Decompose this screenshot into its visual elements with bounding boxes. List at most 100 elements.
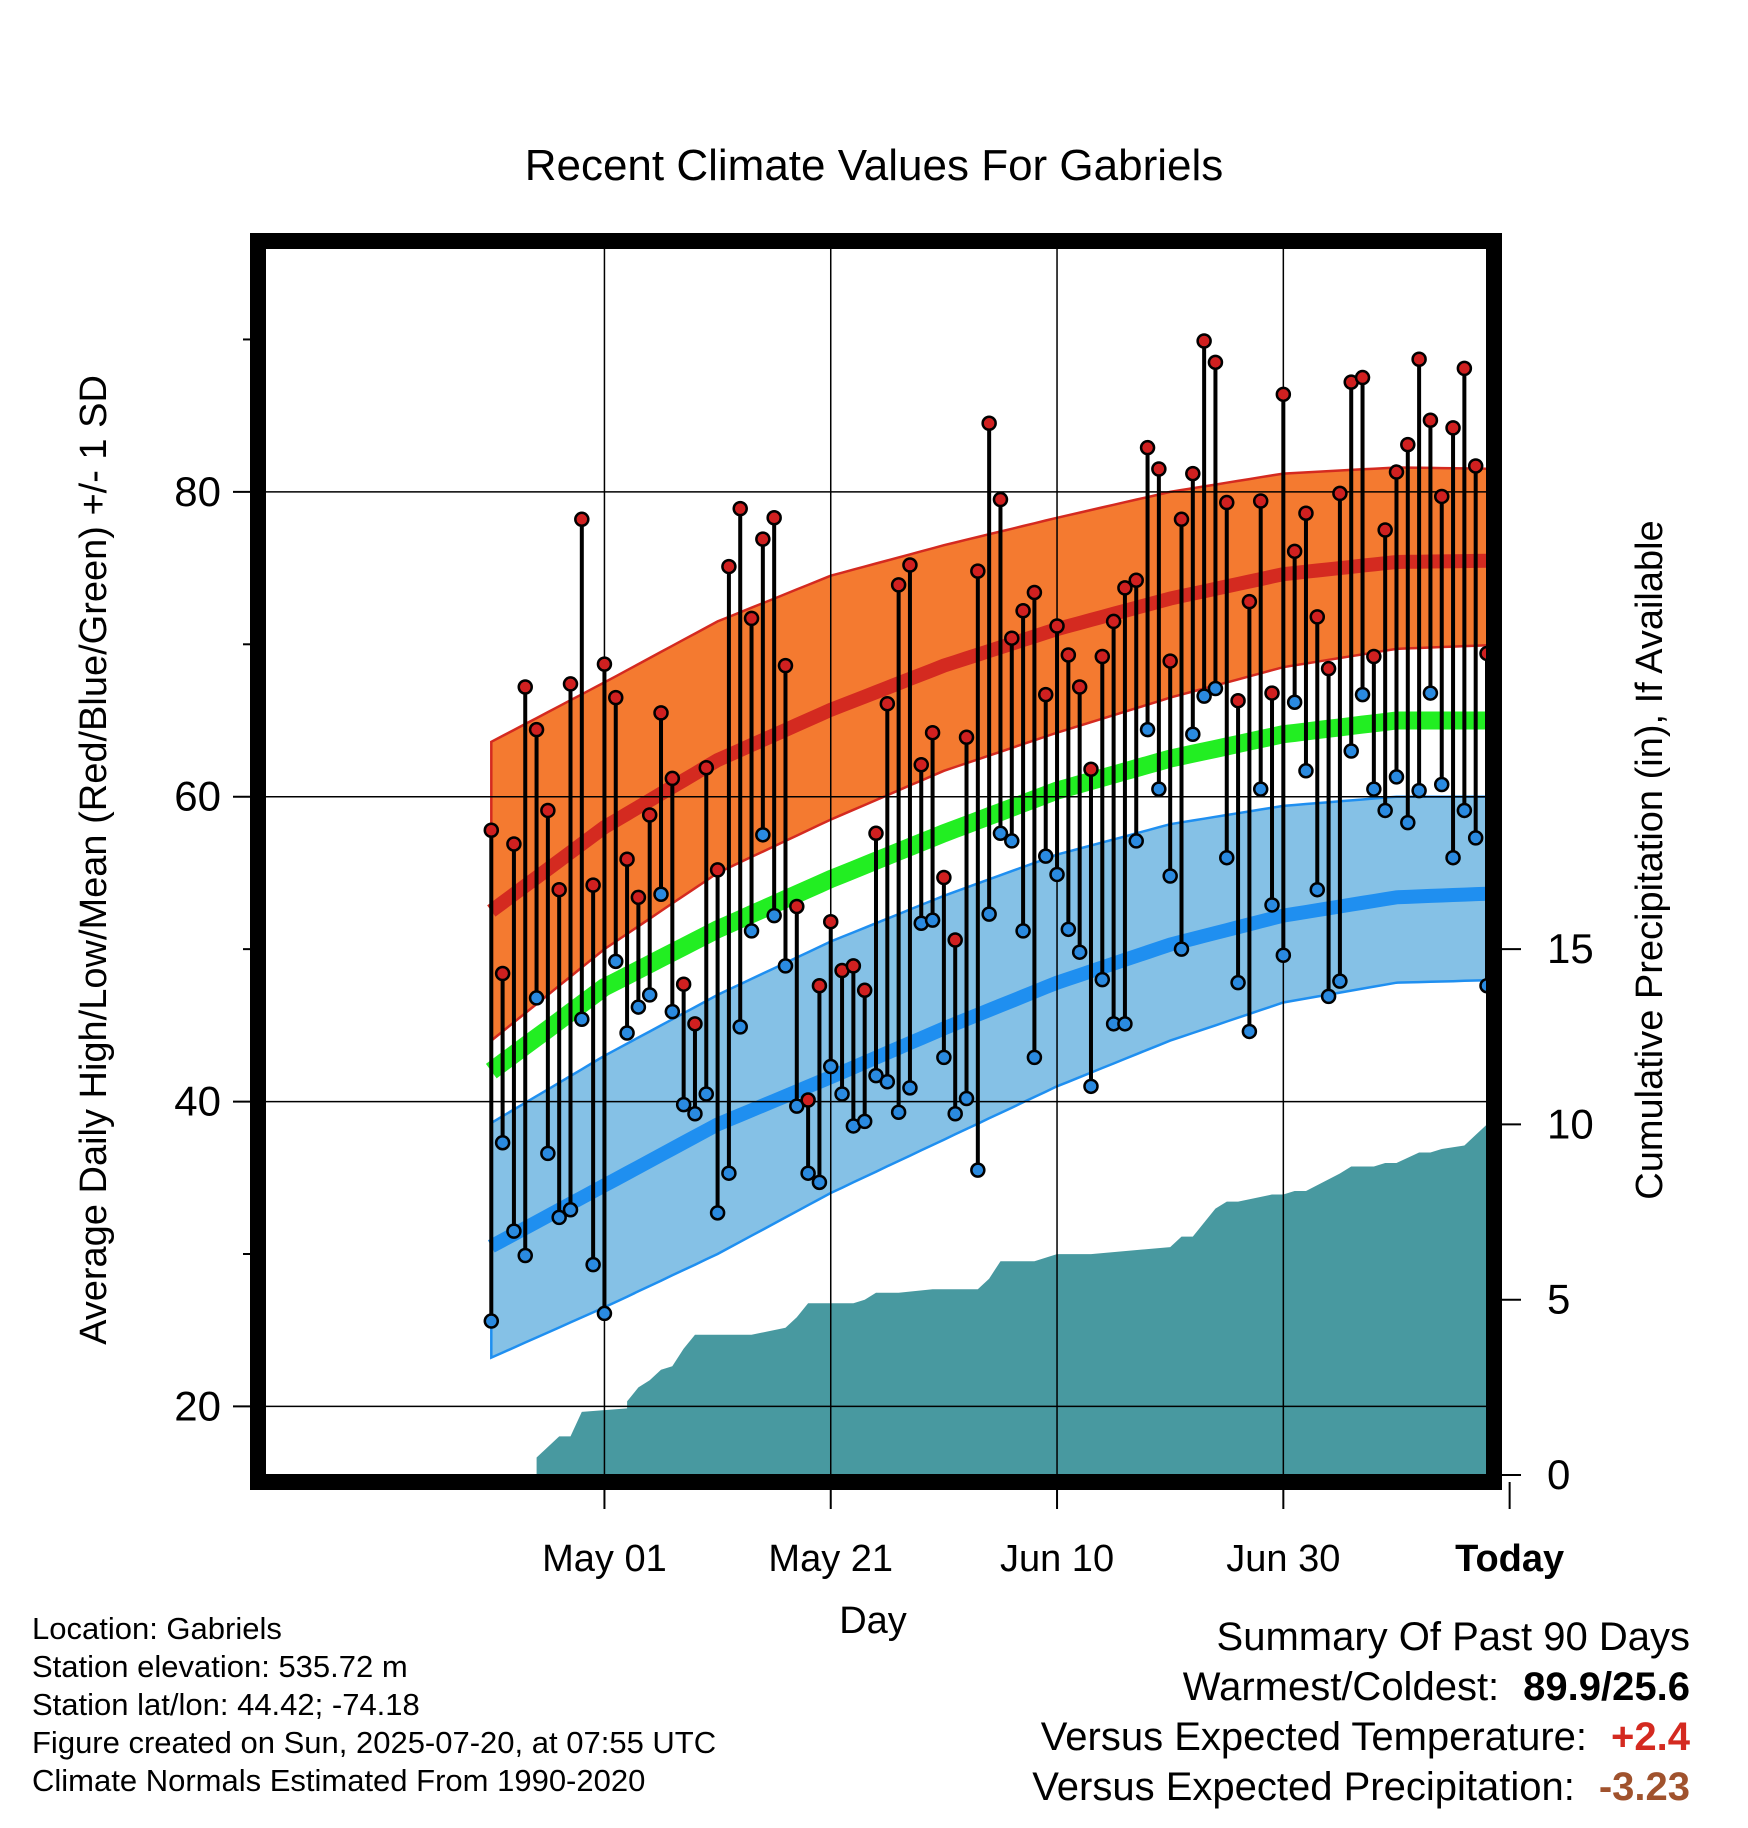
right-axis-title: Cumulative Precipitation (in), If Availa… [1629,520,1671,1199]
daily-low-point [675,1096,692,1113]
daily-high-point [483,822,500,839]
daily-low-point [1207,680,1224,697]
daily-high-point [1162,653,1178,669]
daily-high-point [1411,351,1427,368]
temp-departure-label: Versus Expected Temperature: [1040,1715,1588,1759]
daily-low-point [766,907,782,924]
daily-high-point [1286,543,1303,560]
daily-high-point [1139,439,1156,456]
daily-high-point [1377,522,1393,538]
daily-high-point [1479,645,1487,662]
x-tick-label: May 01 [542,1538,667,1580]
daily-low-point [483,1313,500,1329]
normals-text: Climate Normals Estimated From 1990-2020 [32,1763,646,1798]
daily-low-point [755,827,771,843]
daily-high-point [1207,354,1224,371]
daily-high-point [585,877,601,893]
daily-high-point [1219,494,1235,511]
y-right-tick-label: 0 [1547,1451,1570,1498]
daily-low-point [1151,781,1167,797]
daily-low-point [528,990,545,1006]
daily-low-point [777,958,794,974]
daily-low-point [1309,881,1326,898]
daily-high-point [619,851,635,867]
normal-low-line [487,886,1487,1253]
x-tick-label: Jun 10 [1000,1538,1114,1580]
daily-low-point [1320,988,1337,1005]
daily-high-point [1354,369,1371,386]
daily-high-point [1332,485,1348,502]
daily-high-point [1004,630,1020,646]
daily-high-point [517,679,533,695]
daily-low-point [1060,921,1077,938]
x-tick-label: Jun 30 [1226,1538,1340,1580]
daily-low-point [1264,897,1280,913]
daily-low-point [811,1174,828,1191]
daily-low-point [641,987,658,1003]
daily-high-point [1094,648,1111,665]
daily-high-point [1128,572,1144,589]
x-tick-label: Today [1455,1538,1564,1580]
daily-high-point [1117,580,1133,596]
daily-high-point [958,729,975,746]
daily-high-point [936,869,952,886]
daily-low-point [596,1305,613,1322]
daily-high-point [947,932,963,948]
daily-high-point [1151,461,1167,477]
daily-high-point [1433,488,1450,505]
daily-high-point [743,610,760,627]
precip-area [491,1124,1487,1475]
today-days-number: 90 [1516,1384,1554,1422]
daily-high-point [766,510,782,526]
normal-mean-line [485,711,1487,1079]
daily-low-point [709,1205,726,1221]
daily-low-point [1298,763,1314,779]
daily-high-point [687,1016,703,1032]
daily-high-point [1241,593,1258,610]
y-left-tick-label: 40 [174,1078,221,1125]
daily-low-point [1445,849,1461,866]
daily-high-point [732,500,748,517]
daily-high-point [913,756,930,773]
daily-high-point [777,657,794,674]
warmest-coldest-row: Warmest/Coldest: 89.9/25.6 [790,1662,1690,1712]
daily-low-point [992,825,1009,842]
daily-high-point [506,836,522,852]
y-right-tick-label: 10 [1547,1100,1594,1147]
daily-high-point [1026,584,1043,601]
daily-low-point [540,1145,556,1162]
x-axis-title: Day [839,1600,907,1642]
daily-high-point [596,656,613,672]
daily-low-point [879,1074,896,1090]
daily-high-point [1196,333,1212,349]
daily-high-point [698,760,715,776]
daily-high-point [890,577,907,593]
daily-low-point [517,1247,533,1264]
daily-low-point [1173,941,1190,957]
y-right-tick-label: 15 [1547,925,1594,972]
daily-low-point [1185,726,1201,742]
daily-low-point [653,886,669,903]
daily-low-point [1422,685,1439,701]
chart-title: Recent Climate Values For Gabriels [525,141,1224,190]
summary-panel: Summary Of Past 90 Days Warmest/Coldest:… [790,1612,1690,1812]
daily-low-point [970,1162,986,1178]
daily-low-point [1128,833,1144,849]
daily-high-point [1320,660,1337,677]
daily-low-point [1026,1049,1043,1066]
summary-title: Summary Of Past 90 Days [1216,1615,1690,1659]
daily-low-point [585,1256,601,1273]
daily-low-point [1117,1016,1133,1032]
daily-high-point [721,558,737,575]
daily-low-point [687,1106,703,1122]
daily-low-point [1332,973,1348,989]
daily-low-point [1479,977,1487,994]
daily-low-point [981,906,997,922]
daily-high-point [1252,493,1269,509]
station-info: Location: Gabriels Station elevation: 53… [32,1610,716,1800]
daily-high-point [1105,613,1122,630]
latlon-text: Station lat/lon: 44.42; -74.18 [32,1687,420,1722]
daily-high-point [1230,692,1246,709]
